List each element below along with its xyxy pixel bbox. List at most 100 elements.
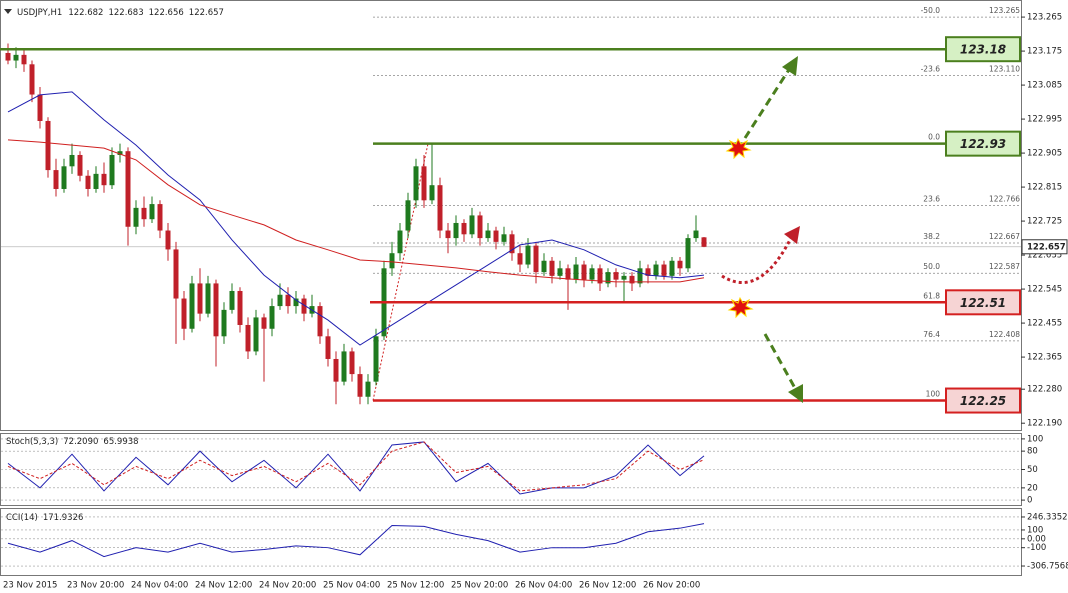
stoch-main-readout: 72.2090 [63,437,98,447]
y-tick-label: 122.545 [1027,285,1062,295]
fibo-ratio: 100 [926,390,941,399]
close-readout: 122.657 [189,8,224,18]
x-tick-label: 25 Nov 04:00 [323,581,380,591]
candle-body [685,238,691,269]
y-tick-label: 20 [1027,483,1038,493]
candle-body [421,166,427,201]
candle-body [205,283,211,314]
candle-body [37,94,43,121]
candle-body [101,173,107,186]
x-tick-label: 25 Nov 12:00 [387,581,444,591]
level-box [945,130,1021,157]
fibo-ratio: -50.0 [921,6,941,15]
candle-body [253,317,259,352]
breakout-burst [725,137,752,160]
candle-body [149,204,155,220]
y-tick-label: 122.635 [1027,251,1062,261]
candle-body [413,166,419,201]
candle-body [277,294,283,307]
candle-body [317,306,323,337]
y-tick-label: 123.085 [1027,81,1062,91]
level-box [945,289,1021,316]
stoch-header: Stoch(5,3,3) 72.2090 65.9938 [6,437,139,447]
candle-body [117,151,123,155]
candle-body [13,54,19,61]
fibo-price: 123.110 [989,65,1020,74]
moving-average [7,139,705,283]
candle-body [325,336,331,359]
candle-body [605,272,611,284]
main-panel [0,0,1022,431]
y-tick-label: 122.815 [1027,183,1062,193]
x-tick-label: 26 Nov 20:00 [643,581,700,591]
candle-body [693,230,699,239]
candle-body [197,283,203,314]
down-arrow-head [788,384,803,403]
fibo-ratio: 50.0 [923,262,940,271]
y-tick-label: 100 [1027,434,1043,444]
current-price-tag [1021,239,1068,255]
candle-body [181,298,187,329]
fibo-price: 122.408 [989,330,1020,339]
candle-body [109,154,115,186]
low-readout: 122.656 [149,8,184,18]
fibo-price: 122.587 [989,262,1020,271]
y-tick-label: 123.175 [1027,47,1062,57]
y-tick-label: 123.265 [1027,13,1062,23]
candle-body [53,170,59,189]
retest-arrow-shaft [721,235,794,285]
symbol-menu-icon [4,9,12,14]
breakout-burst [727,296,754,319]
candle-body [61,166,67,189]
candle-body [45,120,51,171]
candle-body [69,154,75,167]
candle-body [437,185,443,231]
level-label: 122.51 [960,296,1006,310]
candle-body [701,237,707,247]
candle-body [549,260,555,276]
y-tick-label: 122.995 [1027,115,1062,125]
candle-body [477,215,483,239]
level-box [945,387,1021,414]
y-tick-label: 122.190 [1027,419,1062,429]
candle-body [133,207,139,227]
candle-body [581,264,587,280]
candle-body [213,283,219,337]
candle-body [613,272,619,280]
candle-body [29,64,35,95]
candle-body [509,234,515,254]
x-tick-label: 26 Nov 12:00 [579,581,636,591]
x-tick-label: 24 Nov 04:00 [131,581,188,591]
candle-body [333,358,339,382]
candle-body [445,230,451,239]
candle-body [453,222,459,239]
candle-body [141,207,147,220]
candle-body [637,268,643,284]
candle-body [357,374,363,397]
candle-body [341,351,347,382]
candle-body [269,306,275,329]
candle-body [469,215,475,235]
candle-body [405,200,411,231]
y-tick-label: 122.905 [1027,149,1062,159]
y-tick-label: 50 [1027,465,1038,475]
cci-title: CCI(14) [6,513,38,523]
candle-body [501,234,507,242]
candle-body [533,245,539,273]
y-tick-label: 0 [1027,496,1032,506]
level-label: 123.18 [960,43,1006,57]
candle-body [237,290,243,325]
retest-arrow-head [784,226,800,244]
candle-body [189,283,195,329]
candle-body [597,268,603,284]
fibo-ratio: 23.6 [923,195,940,204]
candle-body [461,222,467,235]
fibo-ratio: 76.4 [923,330,940,339]
level-label: 122.93 [960,137,1006,151]
candle-body [173,249,179,299]
fibo-price: 122.766 [989,195,1020,204]
candle-body [565,268,571,280]
y-tick-label: 80 [1027,447,1038,457]
indicator-line [7,441,705,495]
